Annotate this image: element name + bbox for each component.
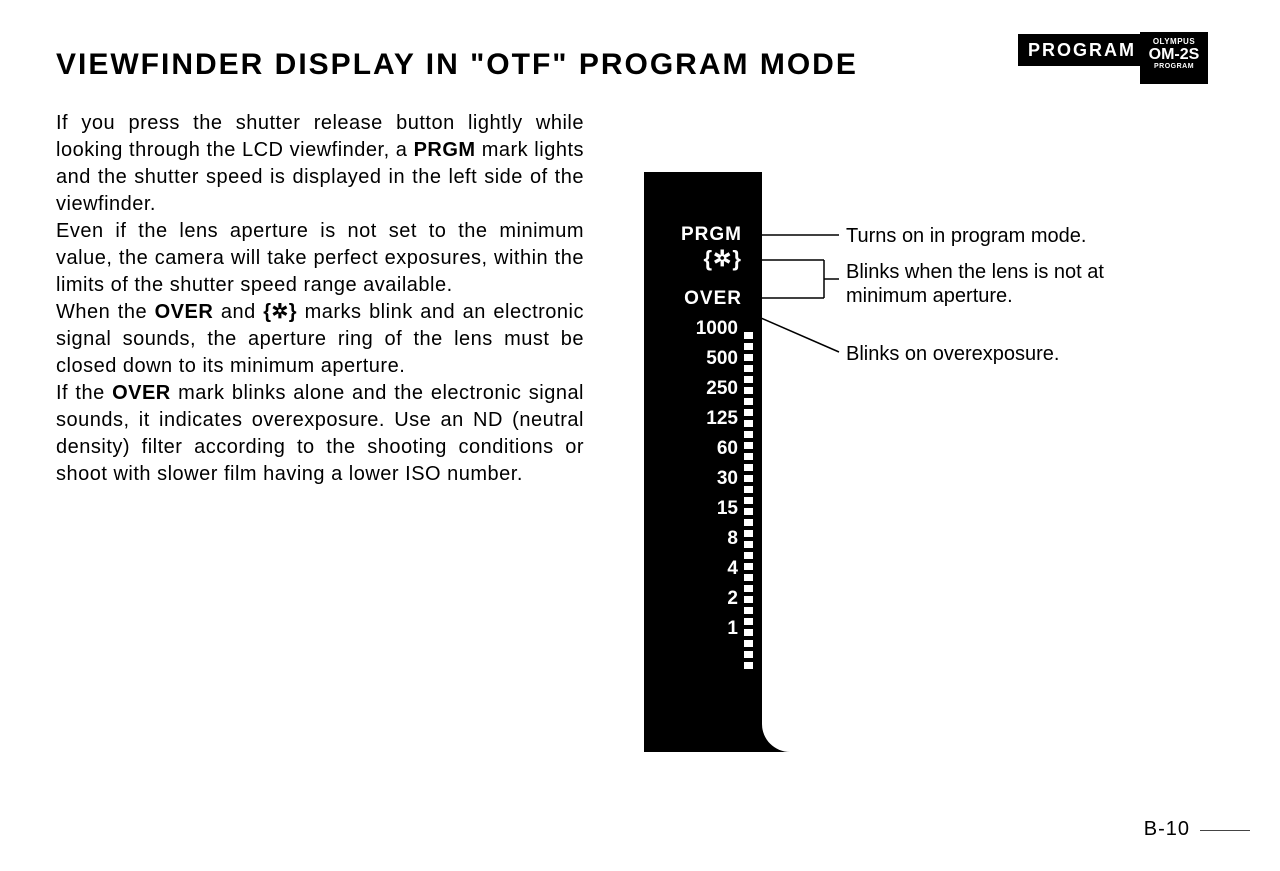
paragraph-4: If the OVER mark blinks alone and the el… [56,380,584,488]
over-bold: OVER [112,382,171,404]
callout-lines [644,172,1204,472]
callout-prgm: Turns on in program mode. [846,224,1086,248]
page-title: VIEWFINDER DISPLAY IN "OTF" PROGRAM MODE [56,48,858,82]
olympus-om2s-logo: OLYMPUS OM-2S PROGRAM [1140,32,1208,84]
paragraph-1: If you press the shutter release button … [56,110,584,218]
prgm-bold: PRGM [414,139,476,161]
body-text: If you press the shutter release button … [56,110,584,488]
logo-line-program: PROGRAM [1140,63,1208,70]
text-run: If the [56,382,112,404]
logo-line-olympus: OLYMPUS [1140,37,1208,46]
paragraph-2: Even if the lens aperture is not set to … [56,218,584,299]
paragraph-3: When the OVER and {✲} marks blink and an… [56,299,584,380]
manual-page: PROGRAM OLYMPUS OM-2S PROGRAM VIEWFINDER… [0,0,1280,871]
footer-rule [1200,830,1250,831]
text-run: When the [56,301,155,323]
text-run: and [213,301,263,323]
callout-over: Blinks on overexposure. [846,342,1059,366]
page-number: B-10 [1144,818,1190,841]
logo-line-om2s: OM-2S [1140,47,1208,63]
aperture-icon: {✲} [263,301,297,323]
program-badge: PROGRAM [1018,34,1146,66]
over-bold: OVER [155,301,214,323]
callouts: Turns on in program mode. Blinks when th… [644,172,1204,752]
callout-aperture: Blinks when the lens is not at minimum a… [846,260,1146,308]
